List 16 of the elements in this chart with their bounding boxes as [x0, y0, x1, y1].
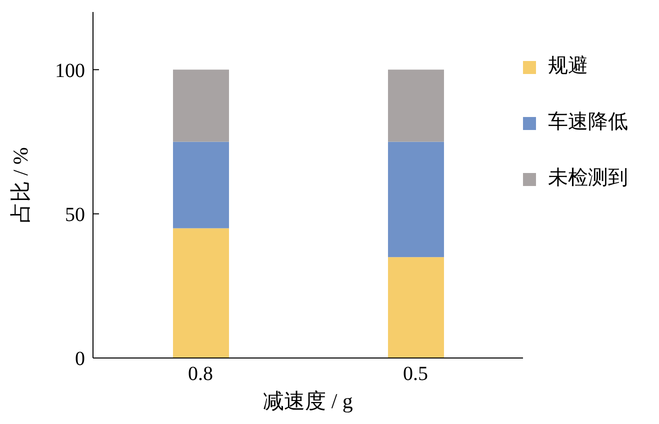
bar [388, 142, 444, 258]
legend-label: 规避 [548, 55, 588, 77]
bar [173, 70, 229, 142]
bar [388, 257, 444, 358]
bar [173, 228, 229, 358]
y-tick-label: 100 [55, 60, 85, 82]
legend-label: 车速降低 [548, 111, 628, 133]
y-tick-label: 50 [65, 204, 85, 226]
x-tick-label: 0.5 [403, 363, 428, 386]
y-tick-label: 0 [75, 348, 85, 370]
x-tick-label: 0.8 [188, 363, 213, 386]
x-axis-title: 减速度 / g [263, 389, 354, 413]
y-axis-title: 占比 / % [8, 147, 32, 223]
legend-label: 未检测到 [548, 167, 628, 189]
bar [173, 142, 229, 228]
bar [388, 70, 444, 142]
